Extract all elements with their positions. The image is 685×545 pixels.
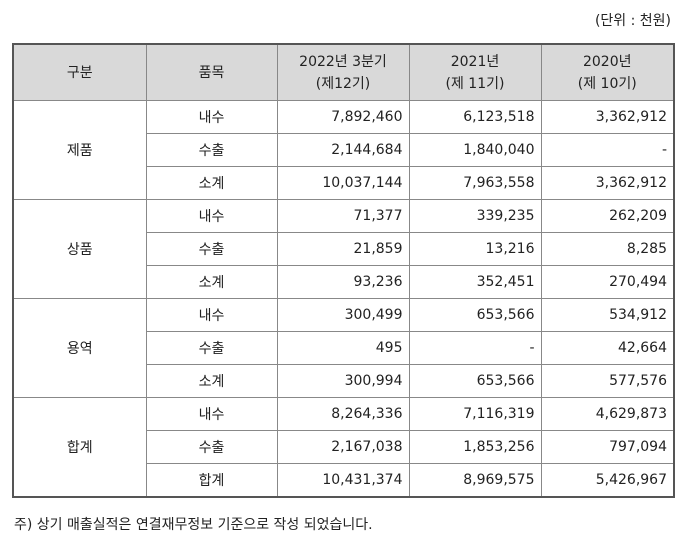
value-cell: 2,144,684 [276, 133, 410, 167]
value-cell: 6,123,518 [408, 100, 542, 134]
item-cell: 소계 [145, 265, 278, 299]
value-cell: 7,116,319 [408, 397, 542, 431]
item-cell: 수출 [145, 133, 278, 167]
header-line: (제 10기) [577, 75, 637, 92]
header-line: 2021년 [450, 53, 500, 70]
value-cell: 10,037,144 [276, 166, 410, 200]
header-cell: 구분 [12, 43, 147, 101]
table-row: 제품 내수 7,892,460 6,123,518 3,362,912 [12, 100, 675, 200]
value-cell: - [408, 331, 542, 365]
item-cell: 합계 [145, 463, 278, 498]
value-cell: 8,969,575 [408, 463, 542, 498]
header-cell: 2022년 3분기 (제12기) [276, 43, 410, 101]
value-cell: 300,499 [276, 298, 410, 332]
value-cell: 2,167,038 [276, 430, 410, 464]
value-cell: 8,285 [540, 232, 675, 266]
value-cell: 270,494 [540, 265, 675, 299]
value-cell: 262,209 [540, 199, 675, 233]
value-cell: 797,094 [540, 430, 675, 464]
value-cell: 300,994 [276, 364, 410, 398]
sales-table: 구분 품목 2022년 3분기 (제12기) 2021년 (제 11기) 2020년 (제… [12, 43, 675, 498]
value-cell: 577,576 [540, 364, 675, 398]
item-cell: 수출 [145, 331, 278, 365]
table-row: 상품 내수 71,377 339,235 262,209 [12, 199, 675, 299]
item-cell: 내수 [145, 199, 278, 233]
header-cell: 품목 [145, 43, 278, 101]
value-cell: 534,912 [540, 298, 675, 332]
group-cell: 제품 [12, 100, 147, 200]
value-cell: 339,235 [408, 199, 542, 233]
table-row: 소계 300,994 653,566 577,576 [13, 364, 675, 398]
value-cell: 71,377 [276, 199, 410, 233]
value-cell: 1,840,040 [408, 133, 542, 167]
header-line: 2020년 [582, 53, 632, 70]
table-row: 합계 10,431,374 8,969,575 5,426,967 [13, 463, 675, 498]
footnote: 주) 상기 매출실적은 연결재무정보 기준으로 작성 되었습니다. [14, 517, 373, 533]
item-cell: 수출 [145, 430, 278, 464]
header-line: (제 11기) [445, 75, 505, 92]
value-cell: 495 [276, 331, 410, 365]
group-cell: 상품 [12, 199, 147, 299]
table-row: 수출 2,144,684 1,840,040- [13, 133, 675, 167]
value-cell: 13,216 [408, 232, 542, 266]
header-cell: 2020년 (제 10기) [540, 43, 675, 101]
table-body: 제품 내수 7,892,460 6,123,518 3,362,912 수출 2,144,6… [12, 100, 675, 498]
value-cell: 4,629,873 [540, 397, 675, 431]
item-cell: 내수 [145, 397, 278, 431]
table-row: 합계 내수 8,264,336 7,116,319 4,629,873 [12, 397, 675, 498]
item-cell: 소계 [145, 166, 278, 200]
value-cell: 352,451 [408, 265, 542, 299]
group-cell: 용역 [12, 298, 147, 398]
value-cell: 21,859 [276, 232, 410, 266]
value-cell: 1,853,256 [408, 430, 542, 464]
unit-label: (단위 : 천원) [594, 13, 671, 29]
value-cell: 42,664 [540, 331, 675, 365]
group-cell: 합계 [12, 397, 147, 498]
table-row: 용역 내수 300,499 653,566 534,912 [12, 298, 675, 398]
value-cell: 7,963,558 [408, 166, 542, 200]
value-cell: 8,264,336 [276, 397, 410, 431]
value-cell: 7,892,460 [276, 100, 410, 134]
item-cell: 내수 [145, 298, 278, 332]
value-cell: 653,566 [408, 298, 542, 332]
value-cell: 10,431,374 [276, 463, 410, 498]
value-cell: 3,362,912 [540, 166, 675, 200]
header-row: 구분 품목 2022년 3분기 (제12기) 2021년 (제 11기) 2020년 (제… [12, 43, 675, 101]
value-cell: 93,236 [276, 265, 410, 299]
header-line: (제12기) [315, 75, 371, 92]
table-row: 수출 2,167,038 1,853,256 797,094 [13, 430, 675, 464]
value-cell: 653,566 [408, 364, 542, 398]
value-cell: 3,362,912 [540, 100, 675, 134]
table-row: 수출 495-42,664 [13, 331, 675, 365]
header-line: 2022년 3분기 [299, 53, 387, 70]
item-cell: 소계 [145, 364, 278, 398]
value-cell: 5,426,967 [540, 463, 675, 498]
table-row: 수출 21,859 13,216 8,285 [13, 232, 675, 266]
value-cell: - [540, 133, 675, 167]
table-row: 소계 10,037,144 7,963,558 3,362,912 [13, 166, 675, 200]
header-cell: 2021년 (제 11기) [408, 43, 542, 101]
item-cell: 내수 [145, 100, 278, 134]
item-cell: 수출 [145, 232, 278, 266]
